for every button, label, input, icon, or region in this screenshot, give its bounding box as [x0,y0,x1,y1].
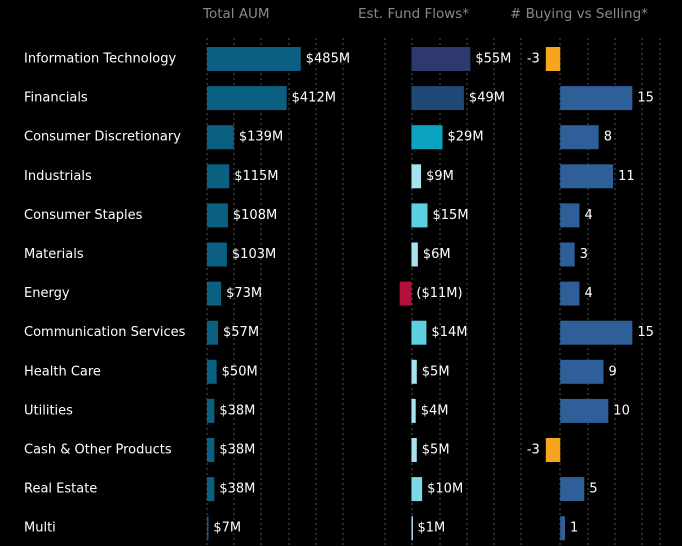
panel-header: Total AUM [202,6,270,22]
value-label: $10M [427,482,463,497]
bar [207,125,234,150]
bar [207,86,287,111]
category-label: Real Estate [24,482,97,497]
category-label: Cash & Other Products [24,443,172,458]
value-label: $38M [219,482,255,497]
value-label: 5 [589,482,597,497]
category-label: Utilities [24,403,73,418]
value-label: $38M [219,443,255,458]
bar [411,359,417,384]
bar [207,242,227,267]
value-label: $139M [239,130,283,145]
value-label: $108M [233,208,277,223]
bar [207,281,222,306]
value-label: $103M [232,247,276,262]
value-label: $412M [292,91,336,106]
bar [207,320,219,345]
value-label: $55M [475,52,511,67]
bar [207,359,217,384]
category-label: Multi [24,521,56,536]
panel-header: # Buying vs Selling* [510,6,648,22]
value-label: $15M [433,208,469,223]
value-label: $485M [306,52,350,67]
value-label: 15 [637,91,654,106]
category-label: Consumer Staples [24,208,143,223]
bar [207,203,228,228]
category-label: Industrials [24,169,92,184]
value-label: 3 [580,247,588,262]
bar [411,47,471,71]
bar [411,438,417,462]
category-label: Health Care [24,364,101,379]
value-label: 4 [584,286,592,301]
bar [560,477,585,502]
value-label: -3 [527,52,540,67]
value-label: $7M [213,521,241,536]
bar [560,125,599,150]
bar [411,242,418,267]
bar [560,242,575,267]
category-label: Information Technology [24,52,177,67]
value-label: 15 [637,325,654,340]
value-label: $73M [226,286,262,301]
bar [207,164,230,189]
panel-header: Est. Fund Flows* [358,6,469,22]
value-label: 10 [613,403,630,418]
value-label: $29M [448,130,484,145]
value-label: $50M [222,364,258,379]
bar [207,398,215,423]
bar [411,86,464,111]
bar [411,164,422,189]
bar [411,125,443,150]
value-label: -3 [527,443,540,458]
bar [411,320,427,345]
value-label: $57M [223,325,259,340]
value-label: $9M [426,169,454,184]
bar [560,86,633,111]
bar [207,438,215,462]
category-label: Energy [24,286,70,301]
value-label: 4 [584,208,592,223]
bar [560,320,633,345]
value-label: 8 [604,130,612,145]
value-label: 11 [618,169,635,184]
bar [207,477,215,502]
value-label: $1M [418,521,446,536]
value-label: $5M [422,443,450,458]
value-label: $38M [219,403,255,418]
bar [411,516,413,541]
value-label: $4M [421,403,449,418]
bar [411,398,416,423]
value-label: $14M [431,325,467,340]
bar [560,164,614,189]
value-label: $5M [422,364,450,379]
bar [560,281,580,306]
bar [207,516,209,541]
bar [545,47,561,71]
value-label: 1 [570,521,578,536]
bar [560,516,566,541]
bar [560,203,580,228]
bar [545,438,561,462]
category-label: Financials [24,91,88,106]
bar [560,398,609,423]
value-label: $49M [469,91,505,106]
value-label: ($11M) [416,286,462,301]
value-label: $115M [234,169,278,184]
category-label: Materials [24,247,84,262]
category-label: Communication Services [24,325,186,340]
bar [411,477,423,502]
category-label: Consumer Discretionary [24,130,181,145]
bar [207,47,301,71]
value-label: 9 [609,364,617,379]
value-label: $6M [423,247,451,262]
bar [560,359,604,384]
bar [399,281,412,306]
bar [411,203,428,228]
